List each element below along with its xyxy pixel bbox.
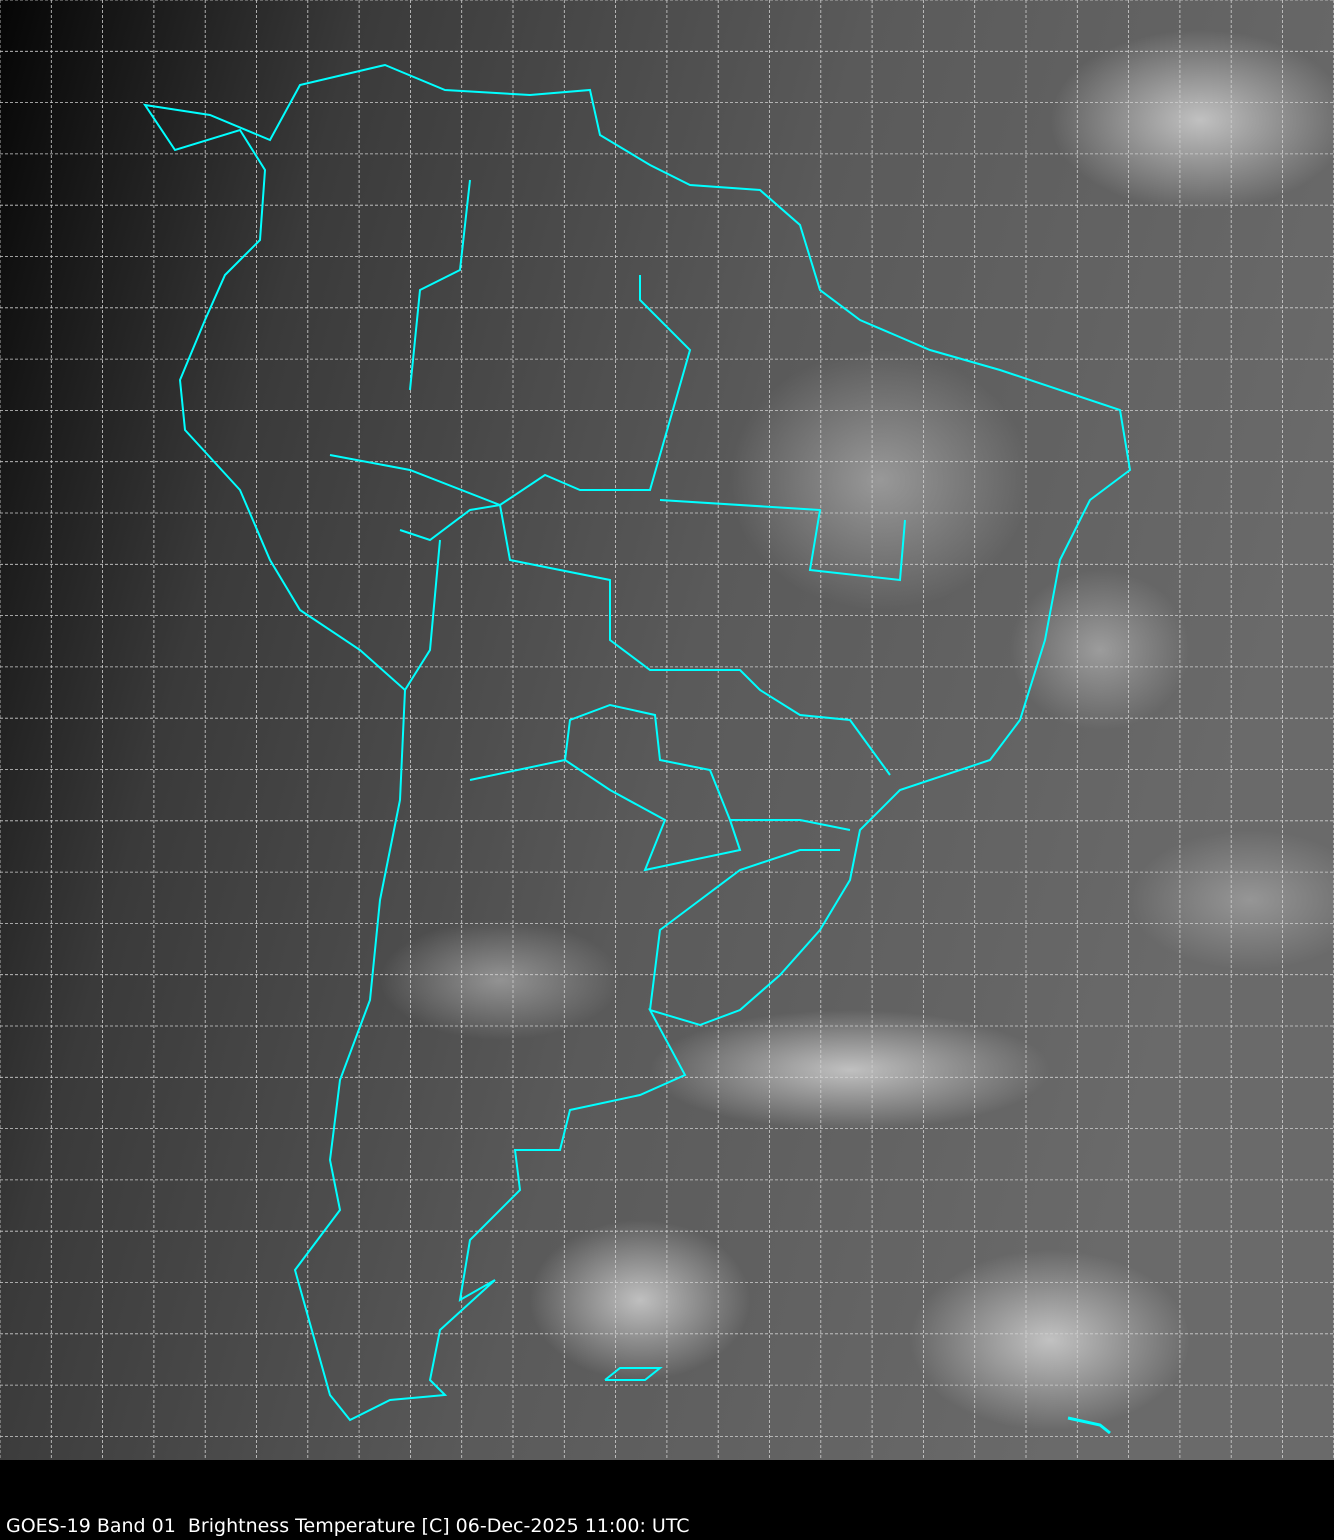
image-caption: GOES-19 Band 01 Brightness Temperature [… (6, 1515, 690, 1537)
south-america-coastline (142, 63, 1132, 1422)
lat-lon-grid (0, 0, 1334, 1460)
cloud-cover (380, 30, 1334, 1430)
falkland-islands (604, 1367, 663, 1381)
satellite-image (0, 0, 1334, 1460)
south-georgia (1067, 1416, 1111, 1435)
country-borders (329, 179, 906, 1011)
